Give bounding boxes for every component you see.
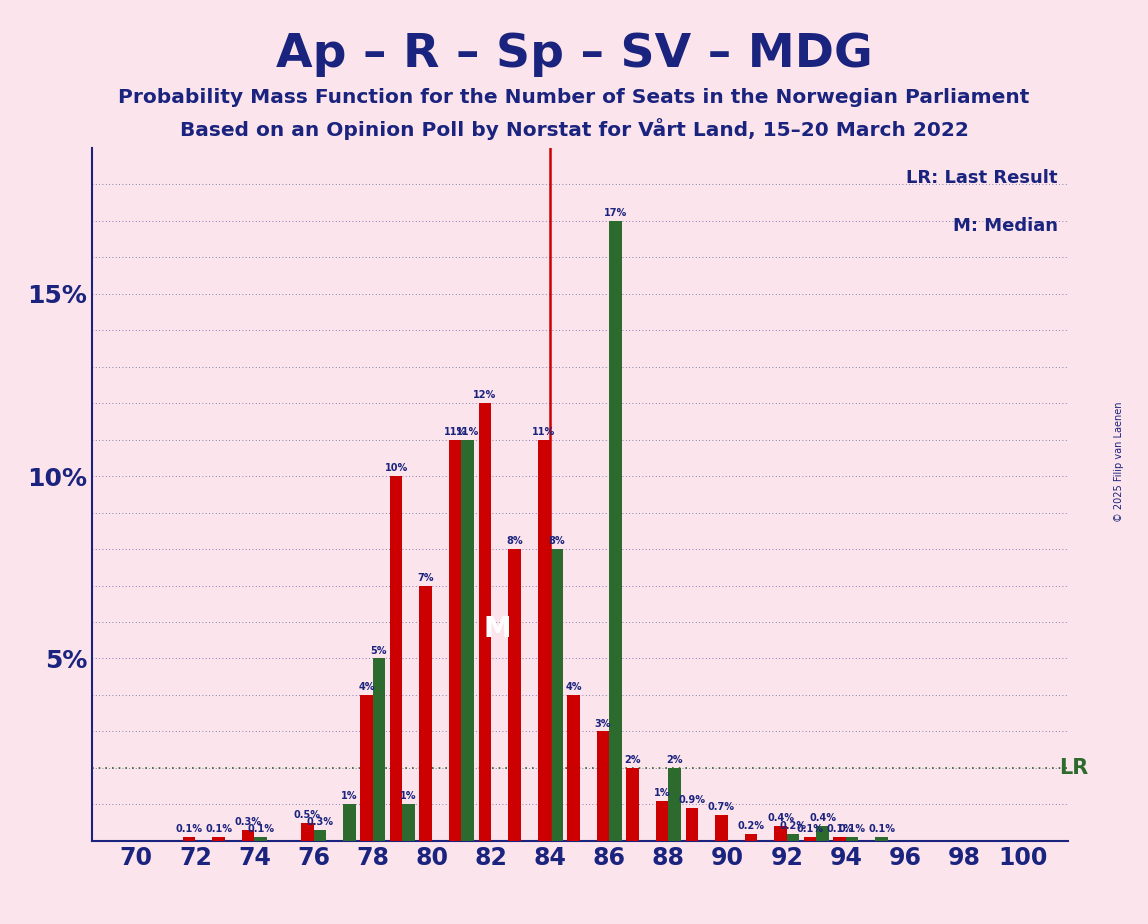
Text: 3%: 3%	[595, 719, 612, 728]
Bar	[449, 440, 461, 841]
Text: 11%: 11%	[443, 427, 467, 437]
Text: 1%: 1%	[341, 792, 358, 801]
Bar	[786, 833, 799, 841]
Text: 0.1%: 0.1%	[205, 824, 232, 834]
Text: Probability Mass Function for the Number of Seats in the Norwegian Parliament: Probability Mass Function for the Number…	[118, 88, 1030, 107]
Bar	[668, 768, 681, 841]
Text: 0.9%: 0.9%	[678, 795, 705, 805]
Bar	[373, 659, 386, 841]
Text: 17%: 17%	[604, 208, 627, 218]
Bar	[876, 837, 887, 841]
Text: 8%: 8%	[548, 536, 565, 546]
Text: 1%: 1%	[401, 792, 417, 801]
Bar	[627, 768, 639, 841]
Text: 0.3%: 0.3%	[234, 817, 262, 827]
Bar	[390, 476, 402, 841]
Text: LR: LR	[1058, 758, 1088, 778]
Text: M: Median: M: Median	[953, 217, 1058, 235]
Text: Based on an Opinion Poll by Norstat for Vårt Land, 15–20 March 2022: Based on an Opinion Poll by Norstat for …	[179, 118, 969, 140]
Text: 0.4%: 0.4%	[767, 813, 794, 823]
Text: 10%: 10%	[385, 463, 408, 473]
Text: 0.1%: 0.1%	[838, 824, 866, 834]
Text: 0.2%: 0.2%	[737, 821, 765, 831]
Bar	[597, 732, 610, 841]
Text: 5%: 5%	[371, 646, 387, 655]
Bar	[509, 549, 520, 841]
Text: © 2025 Filip van Laenen: © 2025 Filip van Laenen	[1115, 402, 1124, 522]
Text: 11%: 11%	[533, 427, 556, 437]
Bar	[656, 801, 668, 841]
Text: 0.1%: 0.1%	[247, 824, 274, 834]
Bar	[212, 837, 225, 841]
Text: 11%: 11%	[456, 427, 480, 437]
Text: 4%: 4%	[565, 682, 582, 692]
Text: M: M	[483, 615, 511, 643]
Bar	[816, 826, 829, 841]
Text: 2%: 2%	[666, 755, 683, 765]
Bar	[550, 549, 563, 841]
Text: 8%: 8%	[506, 536, 522, 546]
Bar	[685, 808, 698, 841]
Bar	[402, 805, 414, 841]
Text: 7%: 7%	[418, 573, 434, 583]
Bar	[242, 830, 255, 841]
Text: 0.1%: 0.1%	[797, 824, 823, 834]
Bar	[343, 805, 356, 841]
Text: 0.1%: 0.1%	[176, 824, 203, 834]
Bar	[255, 837, 266, 841]
Text: 0.3%: 0.3%	[307, 817, 333, 827]
Bar	[715, 815, 728, 841]
Bar	[360, 695, 373, 841]
Bar	[610, 221, 622, 841]
Bar	[537, 440, 550, 841]
Bar	[833, 837, 846, 841]
Bar	[774, 826, 786, 841]
Bar	[804, 837, 816, 841]
Text: 0.5%: 0.5%	[294, 809, 321, 820]
Bar	[313, 830, 326, 841]
Bar	[183, 837, 195, 841]
Bar	[567, 695, 580, 841]
Bar	[419, 586, 432, 841]
Bar	[846, 837, 859, 841]
Text: 0.1%: 0.1%	[868, 824, 895, 834]
Text: 0.1%: 0.1%	[827, 824, 853, 834]
Text: 12%: 12%	[473, 390, 496, 400]
Bar	[745, 833, 758, 841]
Text: LR: Last Result: LR: Last Result	[907, 168, 1058, 187]
Bar	[301, 822, 313, 841]
Text: 0.2%: 0.2%	[779, 821, 806, 831]
Text: 4%: 4%	[358, 682, 374, 692]
Text: 0.4%: 0.4%	[809, 813, 836, 823]
Bar	[461, 440, 474, 841]
Text: 0.7%: 0.7%	[708, 802, 735, 812]
Text: 2%: 2%	[625, 755, 641, 765]
Text: 1%: 1%	[654, 788, 670, 797]
Text: Ap – R – Sp – SV – MDG: Ap – R – Sp – SV – MDG	[276, 32, 872, 78]
Bar	[479, 403, 491, 841]
